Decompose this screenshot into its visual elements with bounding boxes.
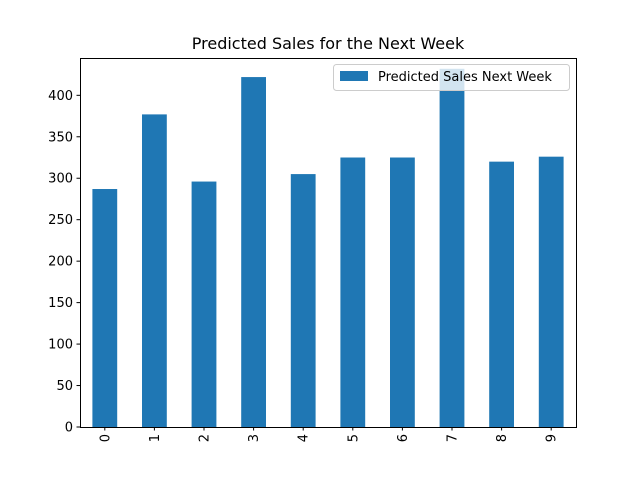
y-tick-label: 200 bbox=[48, 255, 73, 270]
bar-8 bbox=[489, 161, 514, 427]
x-tick-label: 4 bbox=[297, 434, 312, 442]
x-tick-label: 7 bbox=[446, 434, 461, 442]
y-tick-label: 350 bbox=[48, 130, 73, 145]
legend-swatch bbox=[340, 71, 368, 81]
y-tick-label: 400 bbox=[48, 89, 73, 104]
x-axis: 0 1 2 3 4 5 6 7 8 9 bbox=[98, 427, 560, 442]
x-tick-label: 1 bbox=[148, 434, 163, 442]
plot-frame bbox=[80, 58, 577, 428]
bar-3 bbox=[241, 77, 266, 427]
bar-9 bbox=[538, 156, 564, 427]
bar-4 bbox=[290, 174, 316, 427]
x-tick-label: 3 bbox=[247, 434, 262, 442]
bar-2 bbox=[191, 181, 217, 427]
x-tick-label: 6 bbox=[396, 434, 411, 442]
y-axis: 0 50 100 150 200 250 300 350 400 bbox=[48, 89, 80, 436]
x-tick-label: 8 bbox=[495, 434, 510, 442]
legend-label: Predicted Sales Next Week bbox=[378, 70, 552, 85]
x-tick-label: 2 bbox=[198, 434, 213, 442]
x-tick-label: 9 bbox=[545, 434, 560, 442]
x-tick-label: 5 bbox=[346, 434, 361, 442]
x-tick-label: 0 bbox=[98, 434, 113, 442]
y-tick-label: 250 bbox=[48, 213, 73, 228]
bars-layer bbox=[92, 68, 564, 427]
chart-title: Predicted Sales for the Next Week bbox=[192, 34, 465, 53]
legend-box bbox=[333, 64, 570, 91]
bar-6 bbox=[390, 157, 415, 427]
bar-7 bbox=[439, 68, 465, 427]
bar-0 bbox=[92, 189, 118, 427]
bar-5 bbox=[340, 157, 366, 427]
y-tick-label: 100 bbox=[48, 338, 73, 353]
y-tick-label: 50 bbox=[56, 379, 73, 394]
y-tick-label: 0 bbox=[65, 421, 73, 436]
y-tick-label: 300 bbox=[48, 172, 73, 187]
bar-1 bbox=[142, 114, 167, 427]
legend: Predicted Sales Next Week bbox=[333, 64, 570, 91]
y-tick-label: 150 bbox=[48, 296, 73, 311]
